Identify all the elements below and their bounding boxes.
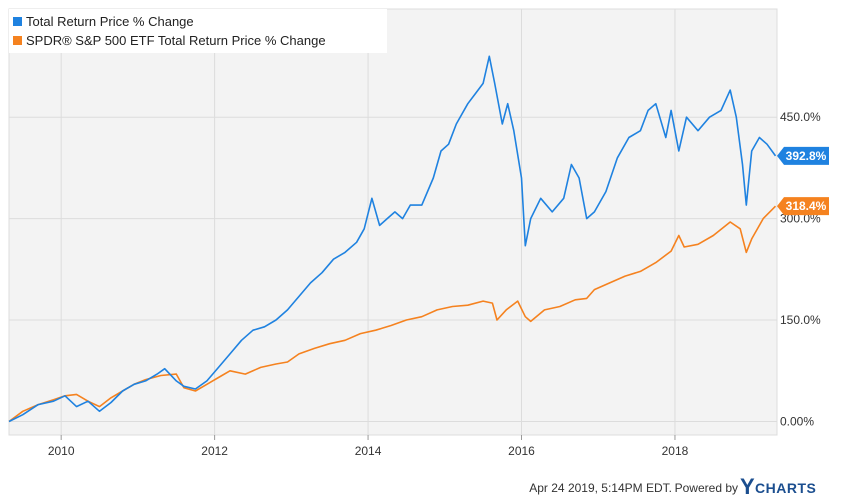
x-tick-label: 2010 bbox=[48, 444, 75, 458]
x-tick-label: 2014 bbox=[355, 444, 382, 458]
timestamp: Apr 24 2019, 5:14PM EDT. bbox=[529, 481, 672, 495]
end-label-text: 392.8% bbox=[786, 149, 827, 163]
y-tick-label: 450.0% bbox=[780, 110, 821, 124]
line-chart: 0.00%150.0%300.0%450.0% 2010 2012 2014 2016… bbox=[8, 8, 829, 458]
chart-frame: 0.00% 150.0% 300.0% 450.0% 2010 2012 2014 2016… bbox=[8, 8, 829, 458]
footer: Apr 24 2019, 5:14PM EDT. Powered by Y CH… bbox=[0, 470, 850, 501]
svg-text:CHARTS: CHARTS bbox=[755, 480, 816, 496]
legend: Total Return Price % Change SPDR® S&P 500… bbox=[9, 9, 387, 53]
legend-swatch bbox=[13, 36, 22, 45]
end-label-text: 318.4% bbox=[786, 199, 827, 213]
grid bbox=[9, 9, 777, 435]
y-tick-label: 0.00% bbox=[780, 414, 814, 428]
legend-background bbox=[9, 9, 387, 53]
x-tick-label: 2016 bbox=[508, 444, 535, 458]
end-label-0: 392.8% bbox=[777, 146, 829, 165]
y-tick-label: 150.0% bbox=[780, 313, 821, 327]
end-label-box bbox=[777, 197, 829, 216]
legend-swatch bbox=[13, 17, 22, 26]
svg-text:Y: Y bbox=[740, 474, 755, 497]
end-labels: 392.8% 318.4% bbox=[777, 146, 829, 216]
ycharts-logo[interactable]: Y CHARTS bbox=[740, 473, 842, 497]
legend-label: Total Return Price % Change bbox=[26, 14, 194, 29]
plot-background bbox=[8, 8, 778, 436]
end-label-1: 318.4% bbox=[777, 197, 829, 216]
series-layer bbox=[8, 55, 777, 423]
x-axis: 2010 2012 2014 2016 2018 bbox=[48, 435, 689, 458]
powered-by-label: Powered by bbox=[674, 481, 738, 495]
series-line-0 bbox=[8, 55, 777, 423]
legend-label: SPDR® S&P 500 ETF Total Return Price % C… bbox=[26, 33, 326, 48]
x-tick-label: 2012 bbox=[201, 444, 228, 458]
x-tick-label: 2018 bbox=[662, 444, 689, 458]
end-label-box bbox=[777, 146, 829, 165]
